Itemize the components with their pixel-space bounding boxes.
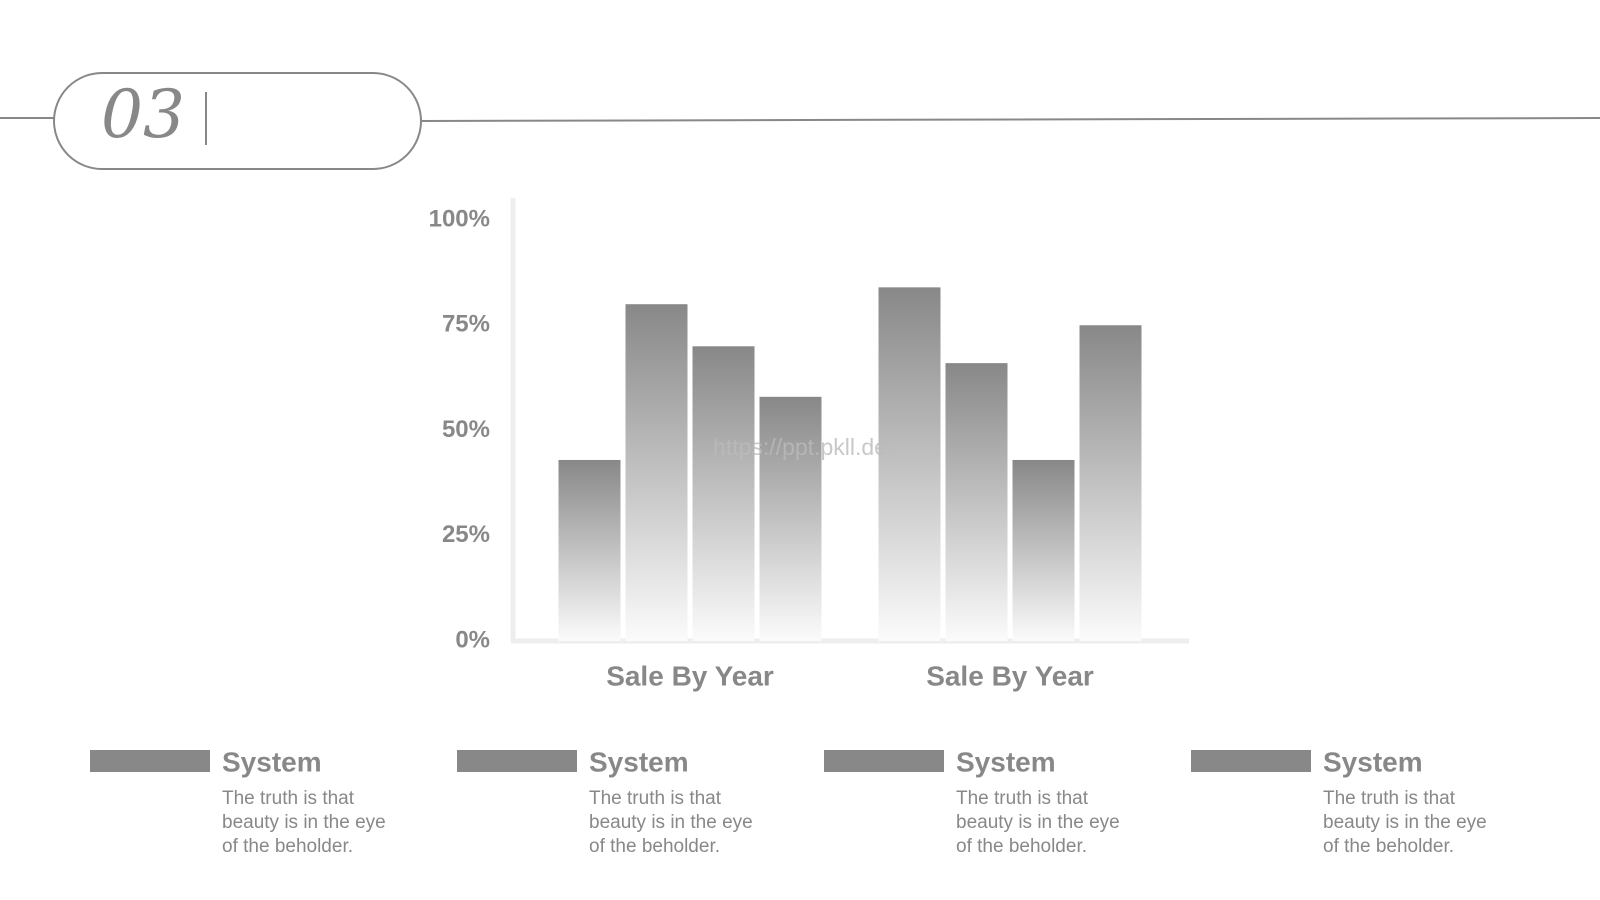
legend-label: System bbox=[589, 746, 689, 777]
legend-note: of the beholder. bbox=[589, 836, 720, 857]
legend-note: The truth is that bbox=[956, 788, 1089, 809]
legend-note: beauty is in the eye bbox=[1323, 812, 1487, 833]
y-tick-label: 50% bbox=[442, 416, 490, 443]
bar-fade bbox=[692, 346, 755, 641]
legend-label: System bbox=[1323, 746, 1423, 777]
bar-fade bbox=[759, 396, 822, 641]
header-pill bbox=[53, 72, 422, 170]
legend-note: The truth is that bbox=[222, 788, 355, 809]
legend-note: of the beholder. bbox=[1323, 836, 1454, 857]
legend-note: beauty is in the eye bbox=[589, 812, 753, 833]
x-tick-label: Sale By Year bbox=[606, 660, 774, 691]
y-tick-label: 0% bbox=[455, 626, 490, 653]
bar-fade bbox=[625, 304, 688, 641]
bars bbox=[558, 287, 1142, 641]
bar-fade bbox=[945, 363, 1008, 641]
bar-fade bbox=[878, 287, 941, 641]
legend-label: System bbox=[956, 746, 1056, 777]
section-number: 03 bbox=[101, 76, 185, 153]
bar-fade bbox=[1012, 459, 1075, 641]
x-tick-label: Sale By Year bbox=[926, 660, 1094, 691]
header-line bbox=[420, 117, 1600, 122]
legend-note: of the beholder. bbox=[956, 836, 1087, 857]
legend-swatch bbox=[824, 750, 944, 772]
legend-swatch bbox=[90, 750, 210, 772]
y-tick-label: 100% bbox=[429, 205, 490, 232]
legend-note: beauty is in the eye bbox=[956, 812, 1120, 833]
legend-label: System bbox=[222, 746, 322, 777]
bar-fade bbox=[558, 459, 621, 641]
legend-note: The truth is that bbox=[1323, 788, 1456, 809]
y-tick-label: 25% bbox=[442, 521, 490, 548]
legend-note: of the beholder. bbox=[222, 836, 353, 857]
legend-note: beauty is in the eye bbox=[222, 812, 386, 833]
legend-note: The truth is that bbox=[589, 788, 722, 809]
legend-swatch bbox=[1191, 750, 1311, 772]
y-tick-label: 75% bbox=[442, 311, 490, 338]
legend-swatch bbox=[457, 750, 577, 772]
bar-fade bbox=[1079, 325, 1142, 641]
watermark: https://ppt.pkll.de bbox=[713, 434, 887, 460]
